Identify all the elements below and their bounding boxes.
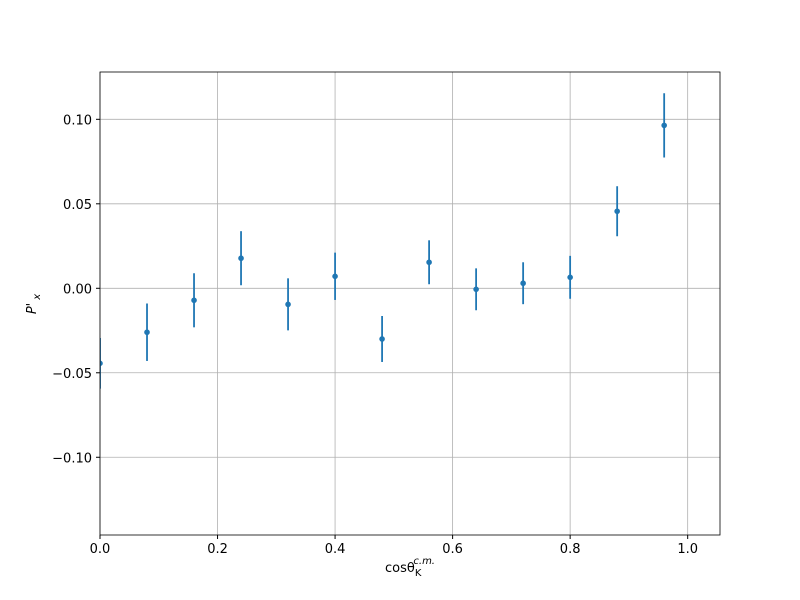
data-point [100, 360, 103, 367]
y-tick-label: −0.05 [52, 367, 92, 382]
data-point [332, 273, 338, 280]
data-point [144, 329, 150, 336]
grid [99, 72, 720, 535]
axes-frame [99, 71, 721, 536]
y-tick-label: 0.10 [63, 113, 92, 128]
data-point [520, 280, 526, 287]
data-point [379, 336, 385, 342]
x-tick-label: 0.4 [325, 542, 346, 557]
data-point [426, 259, 432, 266]
x-tick-label: 0.8 [560, 542, 581, 557]
y-tick-label: −0.10 [52, 451, 92, 466]
data-point [567, 274, 573, 281]
x-tick-label: 1.0 [677, 542, 698, 557]
y-tick-label: 0.05 [63, 198, 92, 213]
data-point [191, 297, 197, 304]
data-point [473, 286, 479, 293]
x-tick-label: 0.2 [207, 542, 228, 557]
x-axis-label: cosθKc.m. [385, 556, 435, 579]
x-tick-label: 0.0 [90, 542, 111, 557]
data-point [238, 255, 244, 262]
data-point [661, 122, 667, 129]
plot-area [100, 93, 667, 389]
data-point [285, 301, 291, 308]
y-tick-label: 0.00 [63, 282, 92, 297]
y-axis-label: P'x [25, 294, 43, 314]
data-point [614, 208, 620, 215]
x-tick-label: 0.6 [442, 542, 463, 557]
ticks: 0.0 0.2 0.4 0.6 0.8 1.0 −0.10 −0.05 0.00 0.05 0.10 [52, 113, 698, 557]
